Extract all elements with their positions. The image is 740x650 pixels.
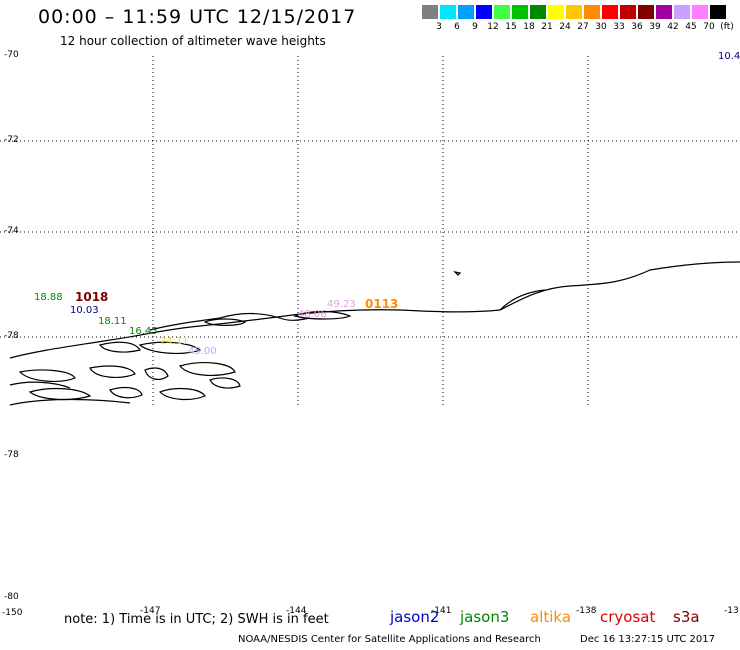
island-11	[158, 387, 206, 401]
legend-label-8: 27	[577, 22, 589, 32]
legend-label-13: 42	[667, 22, 679, 32]
island-12	[209, 377, 241, 389]
lat-label-70: -70	[4, 50, 19, 60]
lat-label-74: -74	[4, 226, 19, 236]
graticule	[0, 56, 740, 405]
lat-label-72: -72	[4, 135, 19, 145]
wave-height-label: 48.06	[298, 309, 327, 320]
lon-label-135: -13	[724, 606, 739, 616]
lon-label-147: -147	[140, 606, 161, 616]
legend-label-11: 36	[631, 22, 643, 32]
legend-swatch-16	[710, 5, 726, 19]
legend-label-15: 70	[703, 22, 715, 32]
legend-swatch-8	[566, 5, 582, 19]
island-5	[18, 369, 76, 382]
coastline	[9, 261, 740, 406]
satellite-label-cryosat: cryosat	[600, 608, 656, 626]
wave-height-label: 49.23	[327, 299, 356, 310]
island-6	[89, 365, 136, 378]
coastline-east-spur	[499, 289, 546, 311]
satellite-label-jason3: jason3	[460, 608, 510, 626]
ice-shelf-segment	[149, 312, 311, 331]
satellite-label-altika: altika	[530, 608, 572, 626]
island-1	[203, 318, 247, 326]
legend-swatch-11	[620, 5, 636, 19]
island-10	[109, 386, 143, 399]
legend-label-0: 3	[436, 22, 442, 32]
footer-note: note: 1) Time is in UTC; 2) SWH is in fe…	[64, 612, 329, 627]
legend-label-3: 12	[487, 22, 499, 32]
wave-height-label: 10.03	[70, 305, 99, 316]
legend-label-2: 9	[472, 22, 478, 32]
legend-swatch-3	[476, 5, 492, 19]
legend-swatch-12	[638, 5, 654, 19]
legend-swatch-0	[422, 5, 438, 19]
legend-label-6: 21	[541, 22, 553, 32]
satellite-label-s3a: s3a	[673, 608, 700, 626]
legend-label-4: 15	[505, 22, 517, 32]
wave-height-label: 18.11	[98, 316, 127, 327]
legend-label-5: 18	[523, 22, 535, 32]
legend-swatch-14	[674, 5, 690, 19]
lon-label-150: -150	[2, 608, 23, 618]
legend-swatch-9	[584, 5, 600, 19]
legend-label-1: 6	[454, 22, 460, 32]
island-2	[293, 310, 352, 320]
island-9	[28, 387, 92, 401]
lat-label-80: -80	[4, 592, 19, 602]
legend-swatch-2	[458, 5, 474, 19]
legend-swatch-6	[530, 5, 546, 19]
wave-height-label: 18.88	[34, 292, 63, 303]
island-7	[144, 367, 169, 380]
legend-swatch-10	[602, 5, 618, 19]
wave-height-label: 16.45	[129, 326, 158, 337]
wave-height-label: 45.00	[188, 346, 217, 357]
legend-swatch-13	[656, 5, 672, 19]
legend-label-14: 45	[685, 22, 697, 32]
map-subtitle: 12 hour collection of altimeter wave hei…	[60, 34, 326, 48]
lon-label-144: -144	[286, 606, 307, 616]
island-3	[138, 341, 202, 354]
legend-label-9: 30	[595, 22, 607, 32]
legend-unit: (ft)	[720, 22, 734, 32]
map-title: 00:00 – 11:59 UTC 12/15/2017	[38, 6, 357, 28]
wave-height-label: 0113	[365, 297, 399, 311]
lat-label-78: -78	[4, 450, 19, 460]
wave-height-label: 1018	[75, 290, 109, 304]
credit-line: NOAA/NESDIS Center for Satellite Applica…	[238, 634, 541, 645]
island-4	[98, 341, 141, 353]
coastline-main	[9, 261, 740, 359]
legend-swatch-1	[440, 5, 456, 19]
islet	[453, 271, 462, 276]
legend-label-10: 33	[613, 22, 625, 32]
lon-label-141: -141	[431, 606, 452, 616]
lon-label-138: -138	[576, 606, 597, 616]
legend-swatch-15	[692, 5, 708, 19]
wave-height-label: 10.4	[718, 51, 740, 62]
legend-swatch-5	[512, 5, 528, 19]
wave-height-label: 24.11	[160, 336, 189, 347]
legend-label-12: 39	[649, 22, 661, 32]
legend-label-7: 24	[559, 22, 571, 32]
island-8	[178, 362, 236, 376]
coast-west-lower	[9, 381, 131, 406]
lat-label-76: -78	[4, 331, 19, 341]
satellite-label-jason2: jason2	[390, 608, 440, 626]
generated-timestamp: Dec 16 13:27:15 UTC 2017	[580, 634, 715, 645]
legend-swatch-7	[548, 5, 564, 19]
legend-swatch-4	[494, 5, 510, 19]
